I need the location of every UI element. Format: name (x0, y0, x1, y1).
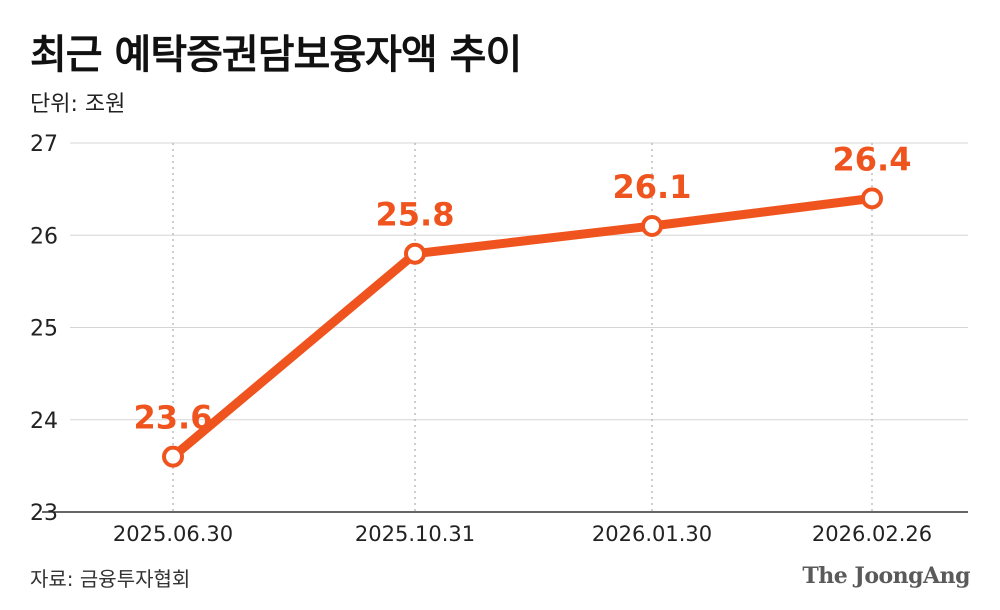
y-tick-label: 26 (30, 224, 58, 249)
joongang-logo: The JoongAng (802, 563, 970, 589)
x-tick-label: 2026.01.30 (592, 522, 712, 546)
data-point (162, 445, 184, 468)
unit-label: 단위: 조원 (30, 92, 126, 117)
data-point (404, 242, 426, 265)
data-label: 25.8 (376, 196, 455, 234)
y-tick-label: 25 (30, 317, 58, 342)
data-label: 26.1 (613, 168, 692, 206)
source-note: 자료: 금융투자협회 (30, 567, 191, 591)
x-tick-label: 2025.10.31 (355, 522, 475, 546)
data-label: 23.6 (134, 399, 213, 437)
chart-title: 최근 예탁증권담보융자액 추이 (30, 32, 522, 78)
y-tick-label: 23 (30, 501, 58, 526)
data-point (641, 215, 663, 238)
series-line (168, 193, 877, 462)
y-tick-label: 24 (30, 409, 58, 434)
data-label: 26.4 (833, 140, 912, 178)
y-tick-label: 27 (30, 132, 58, 157)
data-point (861, 187, 883, 210)
x-tick-label: 2025.06.30 (113, 522, 233, 546)
x-tick-label: 2026.02.26 (812, 522, 932, 546)
